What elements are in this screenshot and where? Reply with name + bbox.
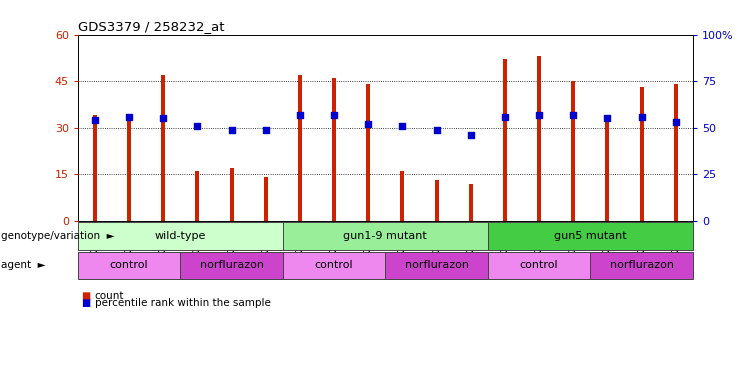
Bar [503, 60, 507, 221]
Text: gun5 mutant: gun5 mutant [554, 231, 627, 241]
Point [431, 126, 442, 132]
Text: percentile rank within the sample: percentile rank within the sample [95, 298, 270, 308]
Text: ■: ■ [82, 298, 90, 308]
Point [294, 112, 306, 118]
Text: control: control [519, 260, 559, 270]
Text: norflurazon: norflurazon [199, 260, 264, 270]
Bar [332, 78, 336, 221]
Text: norflurazon: norflurazon [610, 260, 674, 270]
Point [499, 113, 511, 119]
Text: genotype/variation  ►: genotype/variation ► [1, 231, 114, 241]
Point [534, 112, 545, 118]
Bar [434, 180, 439, 221]
Text: wild-type: wild-type [155, 231, 206, 241]
Bar [230, 168, 233, 221]
Point [157, 115, 169, 121]
Text: GDS3379 / 258232_at: GDS3379 / 258232_at [78, 20, 225, 33]
Point [670, 119, 682, 125]
Bar [537, 56, 541, 221]
Point [123, 113, 135, 119]
Text: agent  ►: agent ► [1, 260, 45, 270]
Text: ■: ■ [82, 291, 90, 301]
Bar [639, 87, 644, 221]
Bar [674, 84, 678, 221]
Bar [264, 177, 268, 221]
Text: count: count [95, 291, 124, 301]
Point [396, 123, 408, 129]
Point [362, 121, 374, 127]
Bar [93, 115, 97, 221]
Text: norflurazon: norflurazon [405, 260, 468, 270]
Point [89, 117, 101, 123]
Point [191, 123, 203, 129]
Point [260, 126, 272, 132]
Text: control: control [315, 260, 353, 270]
Point [602, 115, 614, 121]
Bar [127, 118, 131, 221]
Point [465, 132, 476, 138]
Bar [400, 171, 405, 221]
Bar [196, 171, 199, 221]
Bar [298, 75, 302, 221]
Point [636, 113, 648, 119]
Text: gun1-9 mutant: gun1-9 mutant [343, 231, 428, 241]
Point [225, 126, 237, 132]
Point [568, 112, 579, 118]
Bar [571, 81, 575, 221]
Bar [366, 84, 370, 221]
Text: control: control [110, 260, 148, 270]
Bar [162, 75, 165, 221]
Bar [605, 118, 609, 221]
Point [328, 112, 340, 118]
Bar [469, 184, 473, 221]
